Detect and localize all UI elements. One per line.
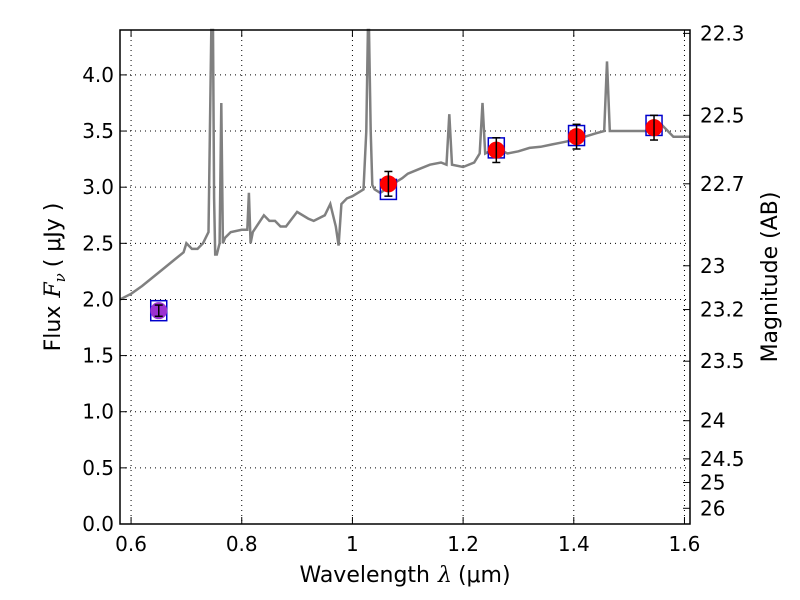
x-tick-label: 0.8 [226,532,258,556]
plot-area [120,30,690,524]
y2-tick-label: 23 [700,254,725,278]
x-tick-label: 1.4 [558,532,590,556]
y-axis-label: Flux Fν ( μJy ) [41,203,69,352]
y-tick-label: 2.0 [82,287,114,311]
x-axis-label-unit: (μm) [458,563,511,588]
y2-tick-label: 22.5 [700,103,745,127]
model-spectrum-line [119,28,690,301]
y-tick-label: 2.5 [82,231,114,255]
y2-tick-label: 24 [700,409,725,433]
y2-tick-label: 24.5 [700,447,745,471]
y-tick-label: 3.5 [82,119,114,143]
y-axis-label-symbol: F [41,282,66,299]
x-tick-label: 1 [346,532,359,556]
x-tick-label: 1.2 [447,532,479,556]
x-tick-label: 1.6 [669,532,701,556]
y-tick-label: 4.0 [82,63,114,87]
photometry-point [645,114,663,141]
axis-ticks: 0.6 0.8 1 1.2 1.4 1.6 0.0 0.5 1.0 1.5 2.0 2.5 3.0 3.5… [82,21,744,556]
y-tick-label: 1.5 [82,344,114,368]
photometry-points [149,114,663,322]
y-axis-label-subscript: ν [51,273,69,282]
x-tick-label: 0.6 [115,532,147,556]
y-tick-label: 3.0 [82,175,114,199]
y2-tick-label: 23.2 [700,298,745,322]
y-tick-label: 1.0 [82,400,114,424]
plot-frame [119,29,691,525]
y-axis-label-unit: ( μJy ) [41,203,66,268]
x-axis-label: Wavelength λ (μm) [299,563,510,588]
y2-tick-label: 22.3 [700,21,745,45]
y2-tick-label: 26 [700,496,725,520]
photometry-point [487,137,506,164]
y2-tick-label: 25 [700,470,725,494]
photometry-point [149,299,168,322]
x-axis-label-text: Wavelength [299,563,430,588]
y2-axis-label: Magnitude (AB) [758,192,783,363]
y2-tick-label: 23.5 [700,349,745,373]
y-tick-label: 0.5 [82,456,114,480]
y2-tick-label: 22.7 [700,172,745,196]
y-tick-label: 0.0 [82,512,114,536]
y-axis-label-text: Flux [41,306,66,352]
photometry-point [567,123,586,150]
photometry-point [379,170,398,201]
x-axis-label-symbol: λ [437,563,452,588]
